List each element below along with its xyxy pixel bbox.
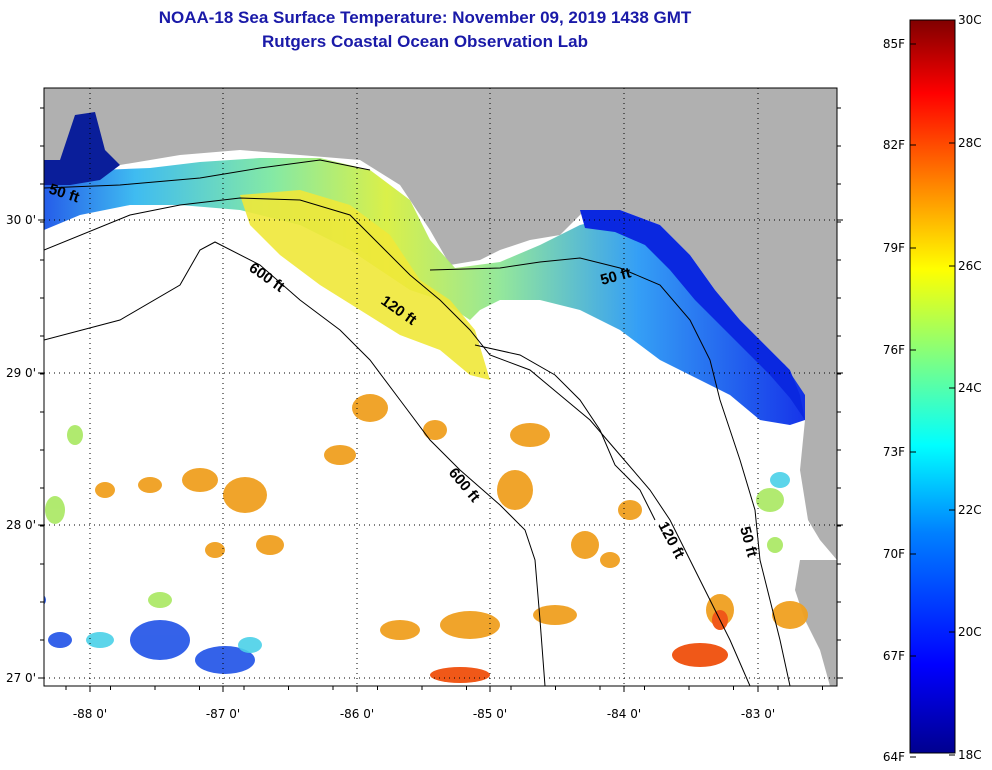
cb-f-label: 73F — [883, 445, 905, 459]
chart-title: NOAA-18 Sea Surface Temperature: Novembe… — [158, 8, 692, 27]
cb-c-label: 30C — [958, 13, 982, 27]
latitude-axis: 30 0' 29 0' 28 0' 27 0' — [6, 107, 843, 685]
lat-label: 27 0' — [6, 671, 36, 685]
cb-f-label: 76F — [883, 343, 905, 357]
cb-c-label: 20C — [958, 625, 982, 639]
lon-label: -84 0' — [607, 707, 641, 721]
offshore-cyan-patches — [86, 472, 790, 653]
chart-subtitle: Rutgers Coastal Ocean Observation Lab — [262, 32, 588, 51]
lon-label: -88 0' — [73, 707, 107, 721]
land-mass — [44, 88, 837, 560]
lon-label: -87 0' — [206, 707, 240, 721]
lon-label: -86 0' — [340, 707, 374, 721]
offshore-green-patches — [45, 425, 784, 608]
cb-c-label: 28C — [958, 136, 982, 150]
graticule — [44, 88, 837, 686]
cb-f-label: 85F — [883, 37, 905, 51]
isobaths — [44, 159, 791, 686]
cb-c-label: 22C — [958, 503, 982, 517]
colorbar — [909, 19, 956, 754]
coastal-cold-west — [44, 112, 120, 185]
isobath-600ft — [44, 241, 546, 686]
cb-f-label: 64F — [883, 750, 905, 764]
cb-f-label: 70F — [883, 547, 905, 561]
longitude-axis: -88 0' -87 0' -86 0' -85 0' -84 0' -83 0' — [65, 686, 823, 721]
warm-tongue — [240, 190, 490, 380]
cb-c-label: 24C — [958, 381, 982, 395]
lat-label: 29 0' — [6, 366, 36, 380]
lon-label: -83 0' — [741, 707, 775, 721]
cb-f-label: 82F — [883, 138, 905, 152]
offshore-cold-patches — [44, 595, 255, 674]
land-peninsula — [795, 560, 837, 686]
colorbar-celsius-labels: 30C 28C 26C 24C 22C 20C 18C — [949, 13, 982, 762]
coastline-east — [474, 344, 656, 521]
cb-f-label: 79F — [883, 241, 905, 255]
offshore-warm-patches — [95, 394, 808, 640]
cb-f-label: 67F — [883, 649, 905, 663]
isobath-50ft-east — [429, 257, 791, 686]
lat-label: 28 0' — [6, 518, 36, 532]
cb-c-label: 26C — [958, 259, 982, 273]
lat-label: 30 0' — [6, 213, 36, 227]
map-frame — [43, 87, 838, 687]
isobath-120ft — [44, 197, 751, 686]
cb-c-label: 18C — [958, 748, 982, 762]
isobath-50ft-west — [44, 159, 371, 189]
lon-label: -85 0' — [473, 707, 507, 721]
colorbar-fahrenheit-labels: 85F 82F 79F 76F 73F 70F 67F 64F — [883, 37, 916, 764]
